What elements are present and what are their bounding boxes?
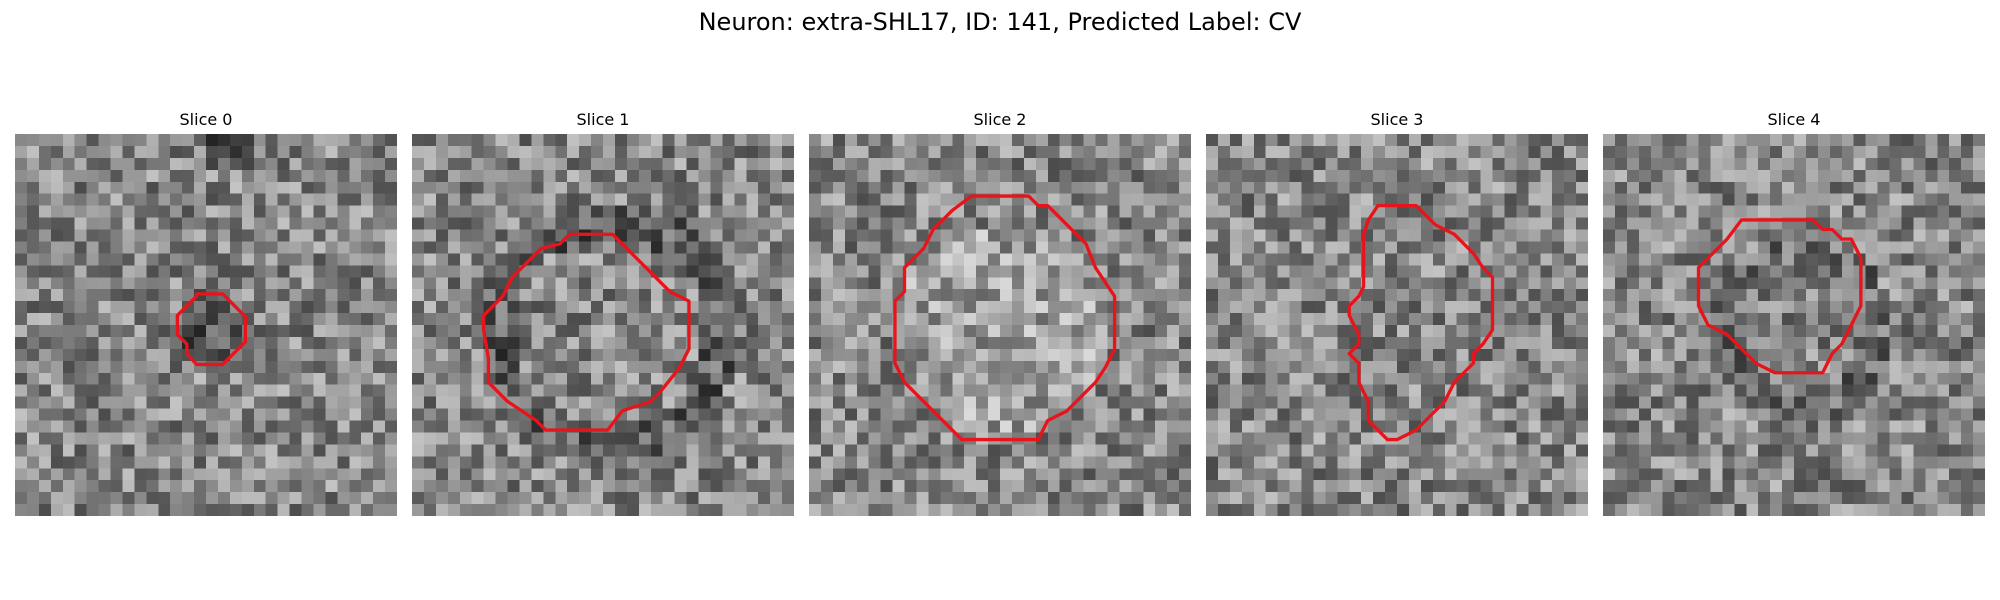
slice-panel-4: Slice 4 — [1603, 110, 1985, 516]
slice-title: Slice 0 — [179, 110, 233, 129]
slice-image — [1603, 134, 1985, 516]
slice-title: Slice 1 — [576, 110, 630, 129]
slice-panel-2: Slice 2 — [809, 110, 1191, 516]
slice-panel-1: Slice 1 — [412, 110, 794, 516]
figure-title: Neuron: extra-SHL17, ID: 141, Predicted … — [698, 8, 1302, 36]
slice-image — [809, 134, 1191, 516]
slice-panel-3: Slice 3 — [1206, 110, 1588, 516]
slice-panel-0: Slice 0 — [15, 110, 397, 516]
slice-title: Slice 3 — [1370, 110, 1424, 129]
slice-title: Slice 2 — [973, 110, 1027, 129]
slice-image — [1206, 134, 1588, 516]
slice-title: Slice 4 — [1767, 110, 1821, 129]
slice-image — [412, 134, 794, 516]
slice-image — [15, 134, 397, 516]
